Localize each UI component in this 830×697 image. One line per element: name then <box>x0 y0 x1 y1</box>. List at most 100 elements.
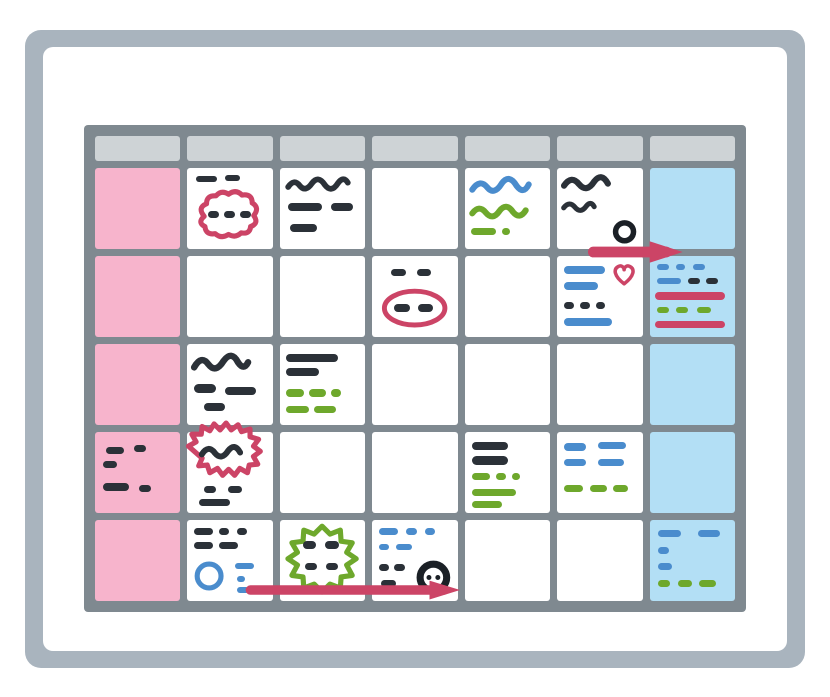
black-scribble <box>564 301 575 310</box>
cell-r1c4[interactable] <box>372 167 458 249</box>
cell-r3c4[interactable] <box>372 343 458 426</box>
blue-scribble <box>379 528 398 535</box>
black-scribble <box>391 268 406 276</box>
black-scribble <box>105 446 125 454</box>
cell-r3c6[interactable] <box>557 343 643 426</box>
black-scribble <box>471 441 508 450</box>
cell-r1c5[interactable] <box>464 167 551 249</box>
black-scribble <box>103 483 129 491</box>
cell-r2c7[interactable] <box>649 255 736 337</box>
green-scribble <box>511 472 520 480</box>
header-col-4 <box>372 135 458 161</box>
black-scribble <box>289 224 318 233</box>
blue-scribble <box>564 282 599 290</box>
cell-r2c1[interactable] <box>94 255 181 337</box>
cell-r5c3[interactable] <box>279 520 366 602</box>
green-scribble <box>470 227 497 235</box>
green-scribble <box>658 579 671 587</box>
header-col-5 <box>464 135 551 161</box>
cell-r1c3[interactable] <box>279 167 366 249</box>
black-scribble <box>133 445 146 453</box>
blue-scribble <box>598 458 625 467</box>
blue-scribble <box>469 176 532 195</box>
blue-scribble <box>656 277 681 285</box>
green-scribble <box>313 405 337 413</box>
green-scribble <box>656 306 669 314</box>
green-scribble <box>471 472 491 480</box>
cell-r4c7[interactable] <box>649 432 736 514</box>
cell-r3c2[interactable] <box>187 343 273 426</box>
black-scribble <box>417 303 433 312</box>
cell-r2c5[interactable] <box>464 255 551 337</box>
cell-r3c5[interactable] <box>464 343 551 426</box>
black-scribble <box>285 176 352 192</box>
black-scribble <box>138 484 151 493</box>
blue-scribble <box>406 528 417 535</box>
cell-r3c3[interactable] <box>279 343 366 426</box>
blue-scribble <box>236 586 249 594</box>
cell-r4c1[interactable] <box>94 432 181 514</box>
black-scribble <box>471 456 508 465</box>
green-scribble <box>698 579 716 587</box>
cell-r2c6[interactable] <box>557 255 643 337</box>
black-scribble <box>204 403 225 412</box>
black-scribble <box>218 528 229 535</box>
blue-circle-mark <box>194 561 224 591</box>
blue-scribble <box>692 263 705 271</box>
black-scribble <box>379 564 390 571</box>
green-scribble <box>286 405 309 413</box>
black-scribble <box>394 303 410 312</box>
black-scribble <box>705 277 718 285</box>
black-scribble <box>688 277 701 285</box>
black-scribble <box>236 528 247 535</box>
blue-scribble <box>675 263 685 271</box>
cell-r5c2[interactable] <box>187 520 273 602</box>
black-scribble <box>579 301 590 310</box>
cell-r5c1[interactable] <box>94 520 181 602</box>
cell-r1c1[interactable] <box>94 167 181 249</box>
green-scribble <box>676 306 689 314</box>
cell-r3c7[interactable] <box>649 343 736 426</box>
cell-r2c2[interactable] <box>187 255 273 337</box>
black-scribble <box>305 562 318 570</box>
cell-r2c3[interactable] <box>279 255 366 337</box>
header-col-7 <box>649 135 736 161</box>
blue-scribble <box>564 458 587 467</box>
cell-r5c5[interactable] <box>464 520 551 602</box>
red-ellipse-circle <box>382 288 448 327</box>
cell-r5c4[interactable] <box>372 520 458 602</box>
black-scribble <box>224 386 256 396</box>
green-scribble <box>469 204 529 220</box>
black-scribble <box>223 210 235 218</box>
cell-r4c5[interactable] <box>464 432 551 514</box>
cell-r1c6[interactable] <box>557 167 643 249</box>
blue-scribble <box>564 266 606 274</box>
cell-r4c3[interactable] <box>279 432 366 514</box>
black-scribble <box>193 384 217 393</box>
black-scribble <box>193 542 213 549</box>
cell-r3c1[interactable] <box>94 343 181 426</box>
green-scribble <box>471 501 503 509</box>
cell-r1c2[interactable] <box>187 167 273 249</box>
blue-scribble <box>234 562 254 569</box>
green-scribble <box>330 389 342 397</box>
cell-r1c7[interactable] <box>649 167 736 249</box>
red-heart <box>613 264 636 286</box>
cell-r5c7[interactable] <box>649 520 736 602</box>
blue-scribble <box>425 528 435 535</box>
red-underline <box>655 292 726 300</box>
cell-r2c4[interactable] <box>372 255 458 337</box>
black-circle-mark <box>416 560 450 594</box>
cell-r4c6[interactable] <box>557 432 643 514</box>
green-scribble <box>589 484 607 493</box>
cell-r4c2[interactable] <box>186 420 273 514</box>
black-scribble <box>595 301 606 310</box>
page-title: Handwritten Weekly Schedule Board <box>0 0 1 1</box>
black-scribble <box>330 203 354 212</box>
green-scribble <box>502 227 511 235</box>
blue-scribble <box>564 443 587 451</box>
cell-r5c6[interactable] <box>557 520 643 602</box>
cell-r4c4[interactable] <box>372 432 458 514</box>
green-star-burst <box>285 523 360 595</box>
